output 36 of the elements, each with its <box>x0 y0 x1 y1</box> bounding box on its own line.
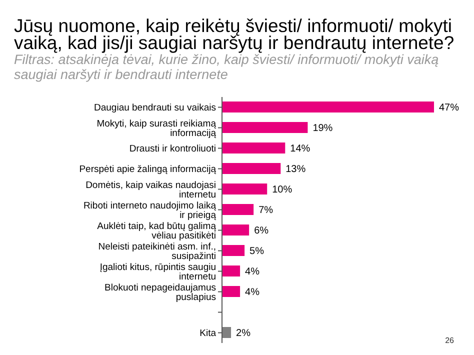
bar <box>222 122 308 134</box>
data-label: 13% <box>286 164 306 176</box>
data-label: 47% <box>439 102 460 114</box>
bar <box>222 142 286 154</box>
y-tick-label: Perspėti apie žalingą informaciją <box>79 164 217 176</box>
bar <box>222 102 434 113</box>
y-tick-label: Drausti ir kontroliuoti <box>129 144 216 155</box>
y-tick-label: Auklėti taip, kad būtų galimą vėliau pasitikėti <box>97 220 217 242</box>
data-label: 10% <box>272 184 292 196</box>
chart-title: Jūsų nuomone, kaip reikėtų šviesti/ informuoti/ mokyti vaiką, kad jis/ji saugiai naršytų ir bendrautų internete? <box>14 15 454 53</box>
data-label: 19% <box>312 123 333 134</box>
bar <box>222 245 245 256</box>
data-label: 14% <box>290 144 310 155</box>
bar <box>222 224 250 236</box>
bar <box>222 204 254 216</box>
bar <box>222 184 268 195</box>
data-label: 7% <box>258 205 274 216</box>
data-label: 4% <box>245 266 260 278</box>
bar <box>222 286 240 298</box>
y-tick-label: Kita <box>200 328 217 340</box>
y-tick-label: Blokuoti nepageidaujamus puslapius <box>104 282 216 303</box>
y-tick-label: Daugiau bendrauti su vaikais <box>94 102 216 114</box>
y-tick-label: Įgalioti kitus, rūpintis saugiu internetu <box>100 262 216 282</box>
data-label: 5% <box>250 246 264 258</box>
data-label: 4% <box>245 287 260 298</box>
y-tick-label: Domėtis, kaip vaikas naudojasi internetu <box>86 180 216 200</box>
bar <box>222 266 240 277</box>
y-tick-label: Riboti interneto naudojimo laiką ir prieigą <box>83 200 217 221</box>
bar <box>222 163 281 174</box>
bar <box>222 327 232 338</box>
data-label: 2% <box>236 328 251 340</box>
y-tick-label: Neleisti pateikinėti asm. inf., susipažinti <box>98 241 216 262</box>
text: 26 <box>445 336 454 345</box>
chart-subtitle: Filtras: atsakinėja tėvai, kurie žino, kaip šviesti/ informuoti/ mokyti vaiką saugiai naršyti ir bendrauti internete <box>14 52 439 82</box>
y-tick-label: Mokyti, kaip surasti reikiamą informaciją <box>96 118 217 139</box>
data-label: 6% <box>254 226 269 237</box>
